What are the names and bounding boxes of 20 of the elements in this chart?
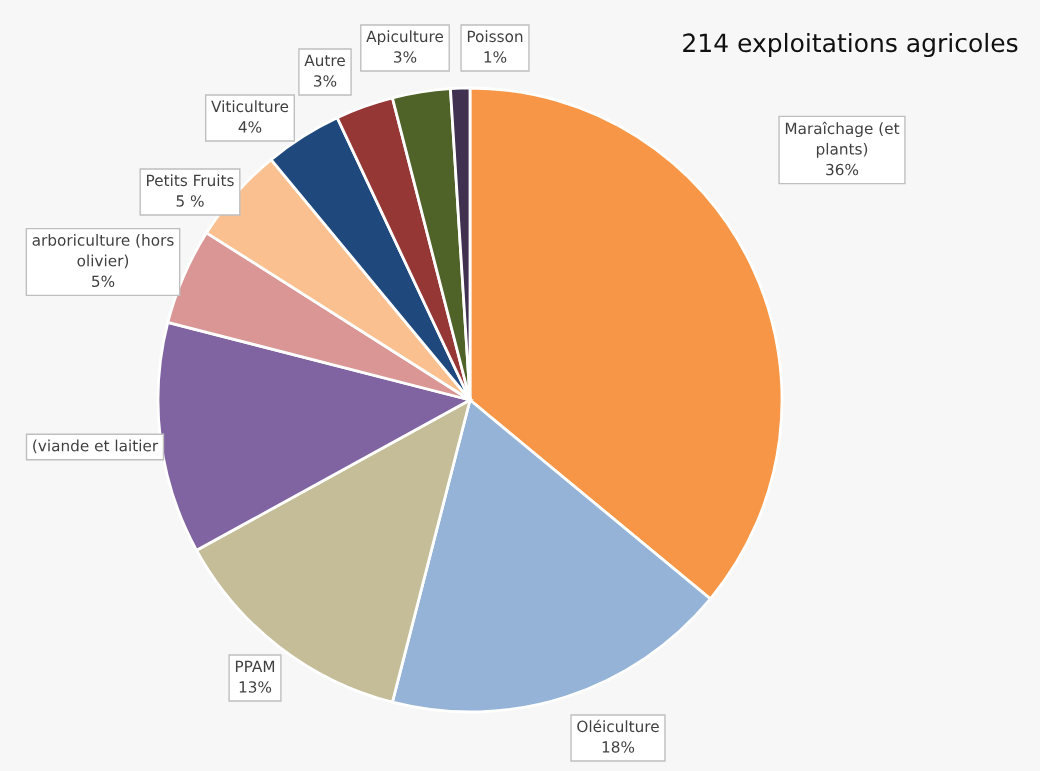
data-label: 4% <box>238 121 262 133</box>
data-label: 1% <box>484 51 507 63</box>
data-label: 13% <box>239 681 272 693</box>
slice-label: Apiculture <box>366 30 444 46</box>
data-label: 18% <box>602 741 635 753</box>
slice-label: Autre <box>304 54 345 67</box>
slice-label: arboriculture (hors olivier) <box>32 234 174 269</box>
data-label: 5% <box>92 275 115 288</box>
slice-label: PPAM <box>235 660 275 672</box>
slice-label: (viande et laitier <box>33 439 159 454</box>
chart-title: 214 exploitations agricoles <box>683 32 1018 58</box>
data-label: 3% <box>394 51 417 63</box>
slice-label: Oléiculture <box>577 719 659 733</box>
slice-label: Maraîchage (et plants) <box>785 121 900 158</box>
data-label: 5 % <box>176 195 204 207</box>
slice-label: Poisson <box>467 30 523 43</box>
data-label: 36% <box>826 163 859 176</box>
slice-label: Petits Fruits <box>147 174 234 187</box>
data-label: 3% <box>314 75 337 87</box>
slice-label: Viticulture <box>211 100 289 113</box>
